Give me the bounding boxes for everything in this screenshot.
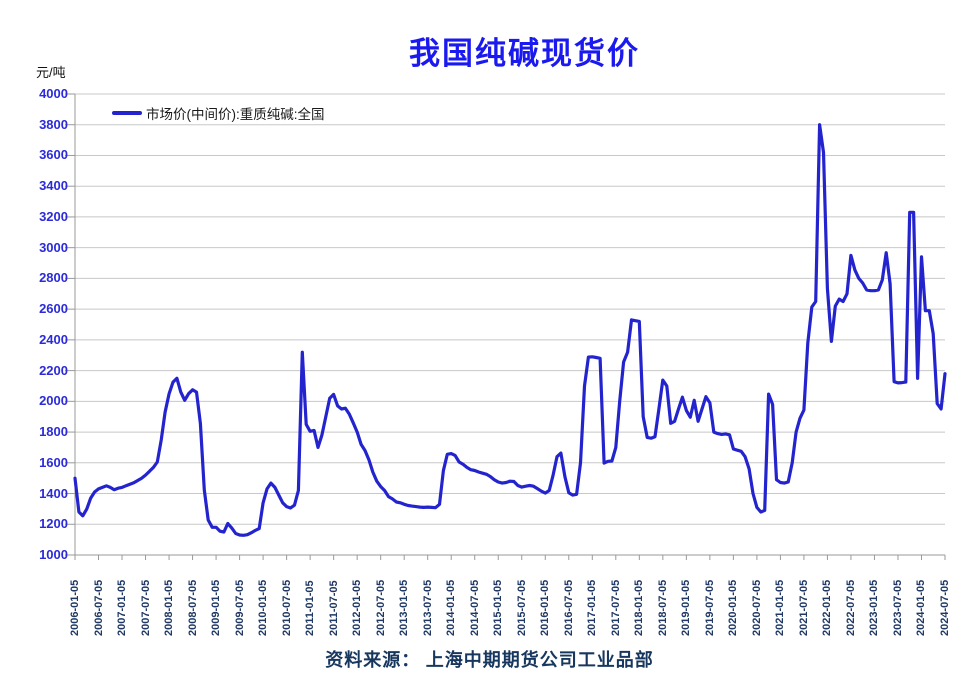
y-tick-label: 1200 xyxy=(39,516,68,532)
x-tick-label: 2021-07-05 xyxy=(797,579,810,636)
x-tick-label: 2016-07-05 xyxy=(562,579,575,636)
y-tick-label: 1600 xyxy=(39,454,68,470)
y-tick-label: 4000 xyxy=(39,86,68,101)
x-tick-label: 2006-07-05 xyxy=(92,579,105,636)
x-tick-label: 2015-01-05 xyxy=(492,579,505,636)
legend-label: 市场价(中间价):重质纯碱:全国 xyxy=(146,107,325,122)
x-tick-label: 2012-01-05 xyxy=(351,579,364,636)
x-tick-label: 2017-01-05 xyxy=(586,579,599,636)
y-tick-label: 3000 xyxy=(39,239,68,255)
x-tick-label: 2009-07-05 xyxy=(233,579,246,636)
x-tick-label: 2007-07-05 xyxy=(139,579,152,636)
x-tick-label: 2019-01-05 xyxy=(680,579,693,636)
x-tick-label: 2018-01-05 xyxy=(633,579,646,636)
legend: 市场价(中间价):重质纯碱:全国 xyxy=(112,103,325,123)
x-tick-label: 2011-01-05 xyxy=(304,580,317,636)
y-tick-label: 3400 xyxy=(39,178,68,194)
y-tick-label: 2800 xyxy=(39,270,68,286)
x-tick-label: 2013-01-05 xyxy=(398,579,411,636)
x-tick-label: 2011-07-05 xyxy=(327,580,340,636)
x-tick-label: 2006-01-05 xyxy=(69,579,81,636)
x-tick-label: 2024-07-05 xyxy=(939,579,951,636)
x-tick-label: 2021-01-05 xyxy=(774,579,787,636)
y-tick-label: 1800 xyxy=(39,424,68,440)
x-tick-label: 2020-07-05 xyxy=(750,579,763,636)
y-tick-label: 2400 xyxy=(39,331,68,347)
y-axis-unit-label: 元/吨 xyxy=(36,65,66,80)
y-tick-label: 2000 xyxy=(39,393,68,409)
x-tick-label: 2020-01-05 xyxy=(727,579,740,636)
x-tick-label: 2008-01-05 xyxy=(163,579,176,636)
x-tick-label: 2010-07-05 xyxy=(280,579,293,636)
x-tick-label: 2010-01-05 xyxy=(257,579,270,636)
price-line-series xyxy=(73,123,947,537)
y-tick-label: 3200 xyxy=(39,208,68,224)
y-tick-label: 3800 xyxy=(39,116,68,132)
x-tick-label: 2017-07-05 xyxy=(609,579,622,636)
y-tick-label: 1000 xyxy=(39,547,68,562)
chart-title: 我国纯碱现货价 xyxy=(409,36,640,71)
x-tick-label: 2023-07-05 xyxy=(891,579,904,636)
y-tick-label: 1400 xyxy=(39,485,68,501)
x-tick-label: 2023-01-05 xyxy=(868,579,881,636)
y-tick-label: 2600 xyxy=(39,301,68,317)
x-tick-label: 2022-07-05 xyxy=(844,579,857,636)
x-tick-label: 2012-07-05 xyxy=(374,579,387,636)
y-tick-label: 3600 xyxy=(39,147,68,163)
x-tick-label: 2007-01-05 xyxy=(116,579,129,636)
x-tick-label: 2009-01-05 xyxy=(210,579,223,636)
y-tick-label: 2200 xyxy=(39,362,68,378)
x-tick-label: 2014-07-05 xyxy=(468,579,481,636)
x-tick-label: 2022-01-05 xyxy=(821,579,834,636)
x-tick-label: 2019-07-05 xyxy=(703,579,716,636)
x-tick-label: 2015-07-05 xyxy=(515,579,528,636)
x-tick-label: 2024-01-05 xyxy=(915,579,928,636)
x-tick-label: 2018-07-05 xyxy=(656,579,669,636)
x-tick-label: 2016-01-05 xyxy=(539,579,552,636)
x-tick-label: 2014-01-05 xyxy=(445,579,458,636)
source-note: 资料来源： 上海中期期货公司工业品部 xyxy=(325,650,654,670)
x-tick-label: 2013-07-05 xyxy=(421,579,434,636)
x-tick-label: 2008-07-05 xyxy=(186,579,199,636)
legend-line-swatch xyxy=(112,111,142,115)
